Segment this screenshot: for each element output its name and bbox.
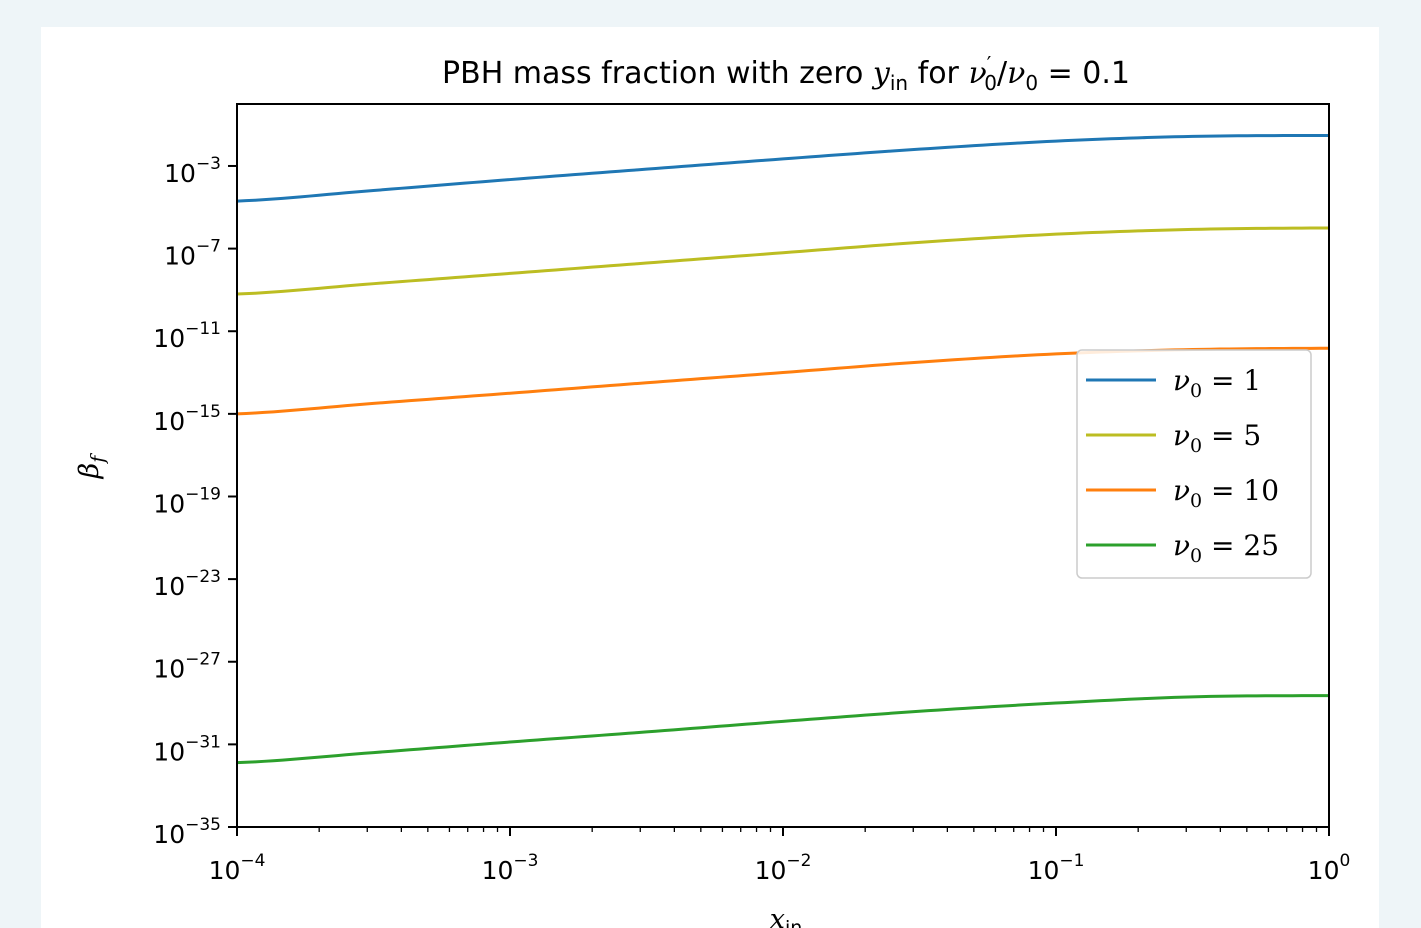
- y-tick-label-3: 10−15: [153, 402, 221, 436]
- x-tick-label-0: 10−4: [209, 851, 266, 885]
- x-tick-label-2: 10−2: [755, 851, 812, 885]
- x-tick-label-1: 10−3: [482, 851, 539, 885]
- y-axis: 10−3 10−7 10−11 10−15 10−19 10−23 10−27 10−31 10…: [153, 154, 237, 849]
- x-axis: 10−4 10−3 10−2 10−1 100: [209, 827, 1351, 885]
- title-y-subscript: in: [890, 71, 908, 95]
- title-nu: ν: [1007, 56, 1025, 91]
- y-tick-label-5: 10−23: [153, 567, 221, 601]
- title-prefix: PBH mass fraction with zero: [442, 56, 873, 91]
- series-line-1: [236, 133, 1330, 203]
- y-tick-label-6: 10−27: [153, 650, 221, 684]
- x-axis-label-sub: in: [785, 917, 802, 928]
- x-axis-label: xin: [770, 904, 803, 928]
- title-mid: for: [908, 56, 968, 91]
- title-nu-subscript: 0: [1025, 71, 1038, 95]
- x-axis-label-base: x: [770, 904, 785, 928]
- legend-box: [1076, 349, 1312, 579]
- title-nu-prime: ν: [968, 56, 986, 91]
- legend-label-1: ν0 = 1: [1173, 364, 1261, 402]
- title-prime-mark: ′: [987, 52, 992, 76]
- legend-label-3: ν0 = 10: [1173, 474, 1279, 512]
- legend-label-2: ν0 = 5: [1173, 419, 1261, 457]
- x-tick-label-4: 100: [1308, 851, 1351, 885]
- axes-frame: [236, 103, 1330, 828]
- y-axis-label-sub: f: [87, 453, 109, 465]
- y-tick-label-0: 10−3: [164, 154, 221, 188]
- y-tick-label-1: 10−7: [164, 237, 221, 271]
- legend: ν0 = 1 ν0 = 5 ν0 = 10 ν0 = 25: [1076, 349, 1312, 579]
- series-line-2: [236, 226, 1330, 296]
- y-axis-label-base: β: [74, 463, 105, 480]
- title-y-symbol: y: [871, 56, 891, 91]
- y-tick-label-8: 10−35: [153, 815, 221, 849]
- y-tick-label-2: 10−11: [153, 319, 221, 353]
- x-tick-label-3: 10−1: [1028, 851, 1085, 885]
- series-line-4: [236, 694, 1330, 765]
- title-prime-subscript: 0: [984, 71, 997, 95]
- y-tick-label-7: 10−31: [153, 732, 221, 766]
- y-tick-label-4: 10−19: [153, 484, 221, 518]
- chart-figure: PBH mass fraction with zero yin for ν′ 0/…: [41, 27, 1379, 928]
- y-axis-label: βf: [74, 453, 109, 480]
- line-chart: PBH mass fraction with zero yin for ν′ 0/…: [74, 52, 1351, 928]
- legend-label-4: ν0 = 25: [1173, 529, 1279, 567]
- title-equals: = 0.1: [1038, 56, 1130, 91]
- title-slash: /: [997, 56, 1008, 91]
- series-lines: [236, 133, 1330, 765]
- chart-title: PBH mass fraction with zero yin for ν′ 0/…: [442, 52, 1130, 95]
